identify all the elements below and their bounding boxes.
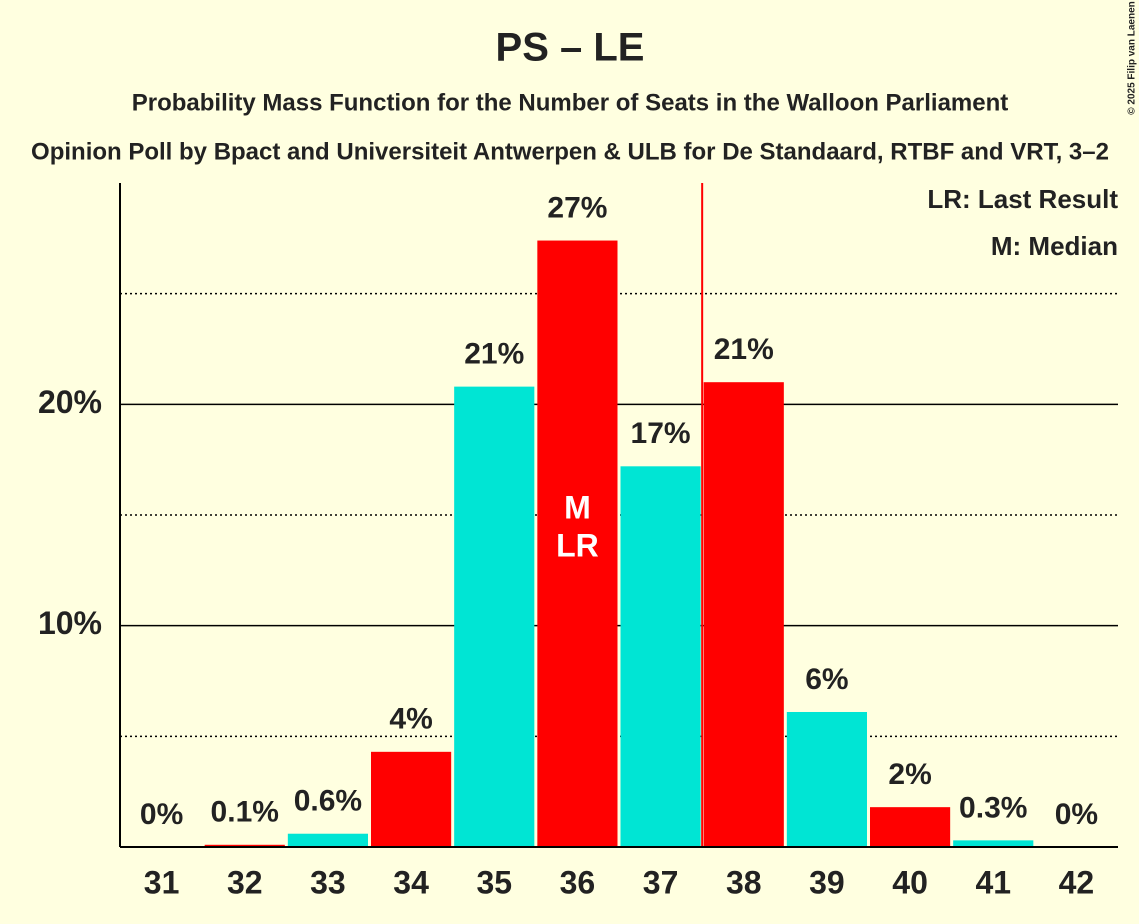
- x-tick-label: 36: [560, 864, 596, 900]
- x-tick-label: 37: [643, 864, 679, 900]
- y-tick-label: 20%: [38, 384, 102, 420]
- value-label: 0.3%: [959, 791, 1027, 824]
- x-tick-label: 38: [726, 864, 762, 900]
- value-label: 27%: [547, 191, 607, 224]
- bar: [620, 466, 701, 847]
- bar: [371, 751, 452, 847]
- value-label: 4%: [389, 703, 432, 736]
- bar: [870, 807, 951, 847]
- value-label: 0%: [1055, 798, 1098, 831]
- value-label: 21%: [714, 333, 774, 366]
- chart-title: PS – LE: [496, 26, 645, 70]
- bar: [537, 240, 618, 848]
- bar: [454, 386, 535, 847]
- x-tick-label: 40: [892, 864, 928, 900]
- value-label: 6%: [805, 663, 848, 696]
- subtitle: Probability Mass Function for the Number…: [132, 89, 1009, 116]
- x-tick-label: 32: [227, 864, 263, 900]
- x-tick-label: 34: [393, 864, 429, 900]
- bar: [204, 844, 285, 847]
- value-label: 21%: [464, 338, 524, 371]
- value-label: 0.6%: [294, 785, 362, 818]
- x-tick-label: 39: [809, 864, 845, 900]
- x-tick-label: 33: [310, 864, 346, 900]
- bar: [953, 840, 1034, 847]
- bar: [786, 711, 867, 847]
- bar: [287, 833, 368, 847]
- bar-annotation: M: [564, 489, 591, 525]
- legend-entry: M: Median: [991, 231, 1118, 261]
- subtitle: Opinion Poll by Bpact and Universiteit A…: [31, 138, 1109, 165]
- copyright: © 2025 Filip van Laenen: [1127, 1, 1138, 115]
- bar: [703, 382, 784, 847]
- value-label: 2%: [888, 758, 931, 791]
- value-label: 0%: [140, 798, 183, 831]
- value-label: 17%: [631, 417, 691, 450]
- legend-entry: LR: Last Result: [927, 184, 1118, 214]
- y-tick-label: 10%: [38, 605, 102, 641]
- x-tick-label: 42: [1059, 864, 1095, 900]
- bar-annotation: LR: [556, 527, 599, 563]
- x-tick-label: 31: [144, 864, 180, 900]
- value-label: 0.1%: [211, 796, 279, 829]
- x-tick-label: 41: [975, 864, 1011, 900]
- x-tick-label: 35: [476, 864, 512, 900]
